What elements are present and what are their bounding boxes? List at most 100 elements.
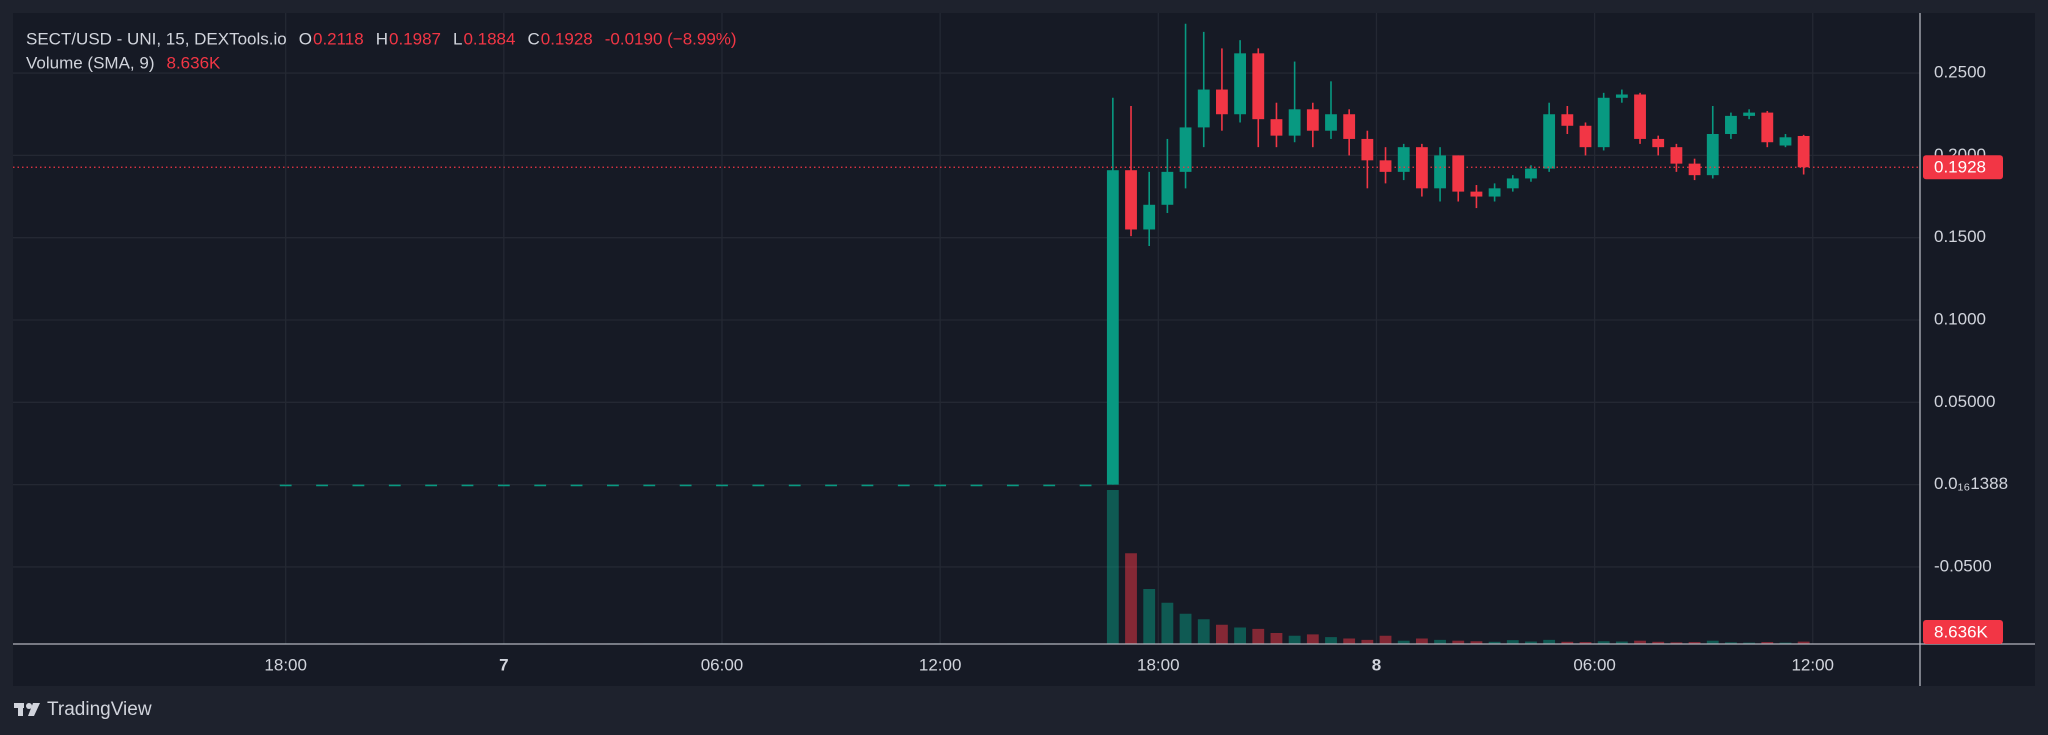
candle-body: [1797, 135, 1810, 168]
candle-body: [934, 484, 947, 487]
candle-body: [861, 484, 874, 487]
candle-body: [1634, 94, 1646, 139]
candle-body: [607, 484, 619, 487]
candle-body: [1106, 170, 1119, 485]
volume-bar: [1506, 640, 1519, 644]
candle-body: [1488, 188, 1501, 197]
legend-letter: H: [376, 29, 388, 48]
candle-body: [570, 484, 583, 487]
volume-bar: [1143, 589, 1156, 644]
volume-bar: [1325, 637, 1337, 644]
price-badge-label: 0.1928: [1934, 158, 1986, 177]
candle-body: [316, 484, 328, 487]
x-tick-label: 12:00: [1791, 655, 1834, 674]
y-tick-label: 0.1500: [1934, 227, 1986, 246]
x-tick-label: 8: [1372, 655, 1381, 674]
volume-bar: [1615, 641, 1628, 644]
volume-bar: [1161, 602, 1174, 644]
candle-body: [825, 484, 837, 487]
volume-bar: [1397, 640, 1410, 644]
candle-body: [1470, 191, 1483, 197]
volume-bar: [1688, 642, 1701, 644]
volume-bar: [1725, 642, 1737, 644]
volume-bar: [1797, 641, 1810, 644]
candle-body: [752, 484, 765, 487]
volume-legend-value: 8.636K: [167, 53, 222, 72]
brand-logo: [14, 703, 40, 716]
candle-body: [1179, 127, 1192, 172]
volume-bar: [1706, 640, 1719, 644]
legend-low: 0.1884: [463, 29, 515, 48]
volume-bar: [1470, 641, 1483, 644]
candle-body: [1397, 147, 1410, 172]
candle-body: [679, 484, 692, 487]
legend-letter: O: [299, 29, 312, 48]
volume-bar: [1761, 642, 1774, 644]
volume-legend-title: Volume (SMA, 9): [26, 53, 155, 72]
candle-body: [1615, 94, 1628, 98]
candle-body: [425, 484, 438, 487]
volume-bar: [1434, 639, 1446, 644]
volume-bar: [1525, 641, 1537, 644]
legend-letter: L: [453, 29, 462, 48]
volume-bar: [1125, 553, 1137, 644]
volume-bar: [1306, 634, 1319, 644]
x-tick-label: 18:00: [1137, 655, 1180, 674]
volume-bar: [1288, 635, 1301, 644]
legend-change: -0.0190 (−8.99%): [605, 29, 737, 48]
candle-body: [1006, 484, 1019, 487]
volume-badge-label: 8.636K: [1934, 622, 1989, 641]
grid: [13, 13, 1920, 644]
brand: TradingView: [47, 699, 152, 720]
x-tick-label: 18:00: [264, 655, 307, 674]
volume-bar: [1179, 613, 1192, 644]
candle-body: [1743, 112, 1756, 116]
candle-body: [279, 484, 292, 487]
candle-body: [970, 484, 983, 487]
volume-bar: [1415, 638, 1428, 644]
axes: 0.25000.20000.15000.10000.050000.0₁₆1388…: [264, 63, 2008, 675]
candle-body: [461, 484, 474, 487]
volume-bar: [1488, 641, 1501, 644]
candle-body: [716, 484, 728, 487]
marks: [13, 23, 1920, 644]
candle-body: [1216, 89, 1228, 115]
candle-body: [1161, 171, 1174, 205]
candle-body: [1761, 112, 1774, 143]
candle-body: [1652, 138, 1665, 148]
legend-open: 0.2118: [313, 29, 364, 48]
candle-body: [1561, 114, 1574, 126]
candle-body: [1779, 137, 1792, 146]
y-tick-label: 0.1000: [1934, 310, 1986, 329]
volume-bar: [1379, 635, 1392, 644]
volume-bar: [1252, 628, 1265, 644]
volume-bar: [1579, 642, 1592, 644]
candle-body: [1452, 155, 1465, 192]
candle-body: [1143, 204, 1156, 230]
candle-body: [897, 484, 910, 487]
chart-panel: [13, 13, 2035, 686]
candle-body: [1125, 170, 1137, 230]
volume-bar: [1343, 638, 1356, 644]
legend-high: 0.1987: [389, 29, 441, 48]
candle-body: [1079, 484, 1092, 487]
candle-body: [1688, 163, 1701, 176]
candle-body: [497, 484, 510, 487]
y-tick-label: 0.05000: [1934, 392, 1995, 411]
x-tick-label: 06:00: [701, 655, 744, 674]
candle-body: [1506, 178, 1519, 189]
candle-body: [1597, 97, 1610, 148]
candle-body: [1706, 133, 1719, 176]
candle-body: [1379, 160, 1392, 172]
candle-body: [1197, 89, 1210, 128]
volume-bar: [1597, 641, 1610, 644]
y-tick-label: -0.0500: [1934, 556, 1992, 575]
volume-bar: [1561, 641, 1574, 644]
volume-bar: [1452, 640, 1465, 644]
candle-body: [388, 484, 401, 487]
volume-bar: [1361, 639, 1374, 644]
candle-body: [534, 484, 547, 487]
x-tick-label: 12:00: [919, 655, 962, 674]
candle-body: [1725, 115, 1737, 134]
